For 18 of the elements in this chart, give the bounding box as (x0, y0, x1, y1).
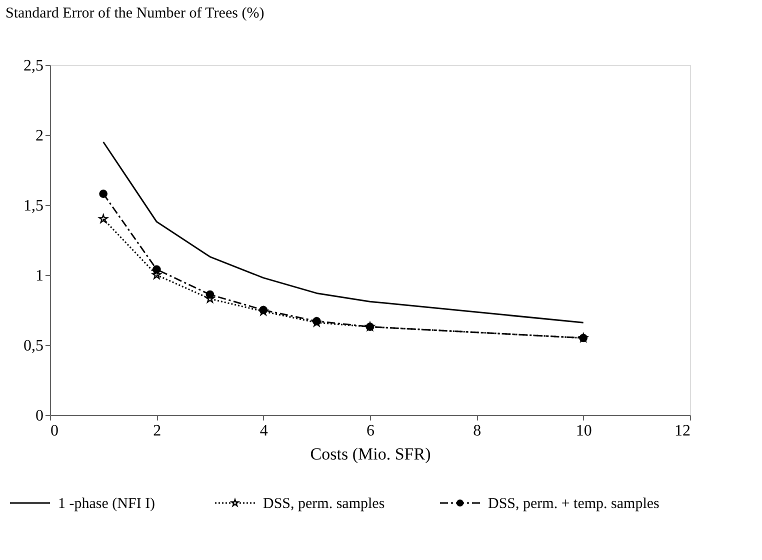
y-tick-label: 0 (36, 408, 44, 424)
y-tick-label: 2 (36, 128, 44, 144)
y-axis-title: Standard Error of the Number of Trees (%) (6, 6, 264, 22)
x-axis-title: Costs (Mio. SFR) (310, 444, 431, 464)
y-tick-label: 0,5 (24, 338, 44, 354)
y-tick-label: 1 (36, 268, 44, 284)
legend-label: DSS, perm. + temp. samples (488, 496, 660, 512)
x-tick-label: 10 (576, 422, 592, 440)
x-tick-label: 8 (473, 422, 482, 440)
x-tick-label: 6 (366, 422, 374, 440)
x-tick-label: 0 (50, 422, 58, 440)
x-tick-label: 4 (260, 422, 268, 440)
x-tick-label: 2 (153, 422, 162, 440)
x-tick-label: 12 (674, 422, 690, 440)
legend-label: DSS, perm. samples (263, 496, 385, 512)
y-tick-label: 1,5 (24, 198, 44, 214)
y-tick-label: 2,5 (24, 58, 44, 74)
legend-label: 1 -phase (NFI I) (58, 496, 156, 512)
